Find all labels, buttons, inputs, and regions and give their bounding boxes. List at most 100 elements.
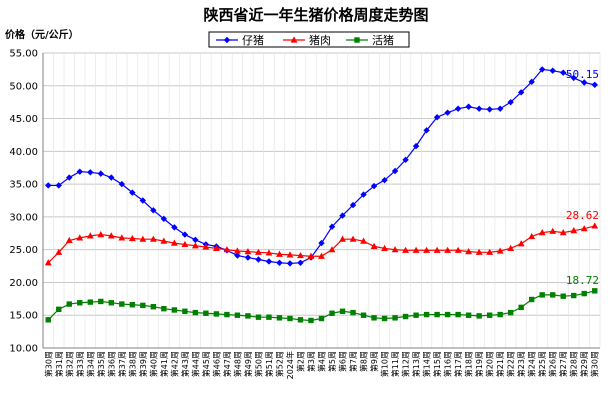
data-point	[549, 67, 556, 74]
data-point	[549, 227, 557, 234]
data-point	[381, 176, 388, 184]
data-point	[139, 197, 147, 204]
data-point	[518, 304, 524, 311]
data-point	[559, 229, 567, 236]
data-point	[550, 292, 556, 298]
x-tick-label: 第31周	[54, 351, 64, 377]
data-point	[265, 258, 273, 265]
x-tick-label: 第41周	[159, 351, 169, 377]
data-point	[465, 312, 472, 318]
data-point	[129, 189, 136, 196]
y-tick-label: 35.00	[9, 180, 38, 191]
data-point	[171, 307, 178, 313]
y-tick-label: 50.00	[9, 81, 38, 92]
x-tick-label: 第5周	[327, 351, 337, 372]
x-tick-label: 第27周	[558, 351, 568, 377]
end-value-label: 28.62	[566, 209, 599, 222]
data-point	[171, 224, 178, 231]
y-axis-unit-label: 价格（元/公斤）	[5, 28, 79, 41]
data-point	[308, 317, 314, 324]
data-point	[118, 234, 126, 241]
data-point	[496, 105, 504, 112]
data-point	[245, 313, 251, 319]
data-point	[370, 242, 378, 249]
x-tick-label: 第49周	[243, 351, 253, 377]
data-point	[528, 296, 535, 303]
data-point	[507, 98, 514, 106]
x-tick-label: 第9周	[369, 351, 379, 372]
data-point	[56, 306, 62, 313]
x-tick-label: 第10周	[380, 351, 390, 377]
series-lines	[44, 66, 599, 324]
data-point	[244, 248, 252, 255]
data-point	[66, 301, 72, 307]
data-point	[592, 288, 598, 294]
x-tick-labels: 第30周 第31周 第32周 第33周 第34周 第35周 第36周 第37周 第38周 第39周…	[43, 351, 599, 379]
data-point	[318, 239, 325, 247]
data-point	[580, 225, 588, 232]
data-point	[538, 229, 546, 236]
data-point	[44, 259, 52, 266]
legend-label: 猪肉	[309, 34, 331, 47]
data-point	[444, 311, 451, 318]
data-point	[486, 312, 493, 318]
data-point	[287, 315, 293, 322]
x-tick-label: 第11周	[390, 351, 400, 377]
data-point	[433, 114, 441, 121]
data-point	[150, 304, 157, 310]
x-tick-label: 第50周	[253, 351, 263, 377]
x-tick-label: 第3周	[306, 351, 316, 372]
data-point	[465, 248, 473, 255]
data-point	[213, 244, 220, 251]
data-point	[370, 182, 378, 190]
x-tick-label: 第20周	[485, 351, 495, 377]
x-tick-label: 第37周	[117, 351, 127, 377]
data-point	[276, 315, 283, 321]
x-tick-label: 第36周	[106, 351, 116, 377]
y-tick-label: 30.00	[9, 212, 38, 223]
data-point	[202, 243, 210, 250]
legend-box	[208, 31, 410, 48]
data-point	[276, 259, 283, 266]
data-point	[128, 234, 136, 242]
data-point	[191, 242, 199, 249]
data-point	[476, 313, 482, 319]
legend-marker	[354, 37, 360, 43]
data-point	[265, 249, 273, 256]
data-point	[192, 236, 199, 244]
x-tick-label: 第22周	[506, 351, 516, 377]
x-tick-label: 第2周	[295, 351, 305, 372]
y-tick-label: 40.00	[9, 147, 38, 158]
data-point	[402, 246, 409, 253]
data-point	[318, 252, 325, 259]
data-point	[181, 240, 189, 248]
data-point	[107, 232, 115, 239]
data-point	[244, 254, 252, 261]
data-point	[507, 309, 514, 316]
data-point	[140, 302, 146, 309]
data-point	[539, 292, 545, 298]
data-point	[307, 252, 315, 259]
x-tick-label: 第51周	[264, 351, 274, 377]
data-point	[266, 314, 272, 320]
data-point	[486, 106, 493, 113]
data-point	[444, 246, 452, 253]
legend-label: 活猪	[372, 34, 394, 47]
data-point	[497, 311, 503, 318]
data-point	[65, 236, 73, 244]
data-point	[234, 312, 241, 318]
x-tick-label: 第8周	[359, 351, 369, 372]
data-point	[339, 212, 346, 219]
data-point	[571, 292, 577, 299]
y-tick-label: 45.00	[9, 114, 38, 125]
series-2	[44, 222, 599, 266]
data-point	[87, 299, 93, 305]
x-tick-label: 第12周	[401, 351, 411, 377]
x-tick-label: 第40周	[148, 351, 158, 377]
data-point	[98, 298, 104, 305]
x-tick-label: 第38周	[127, 351, 137, 377]
end-value-label: 50.15	[566, 68, 599, 81]
data-point	[45, 317, 51, 323]
data-point	[203, 310, 209, 316]
